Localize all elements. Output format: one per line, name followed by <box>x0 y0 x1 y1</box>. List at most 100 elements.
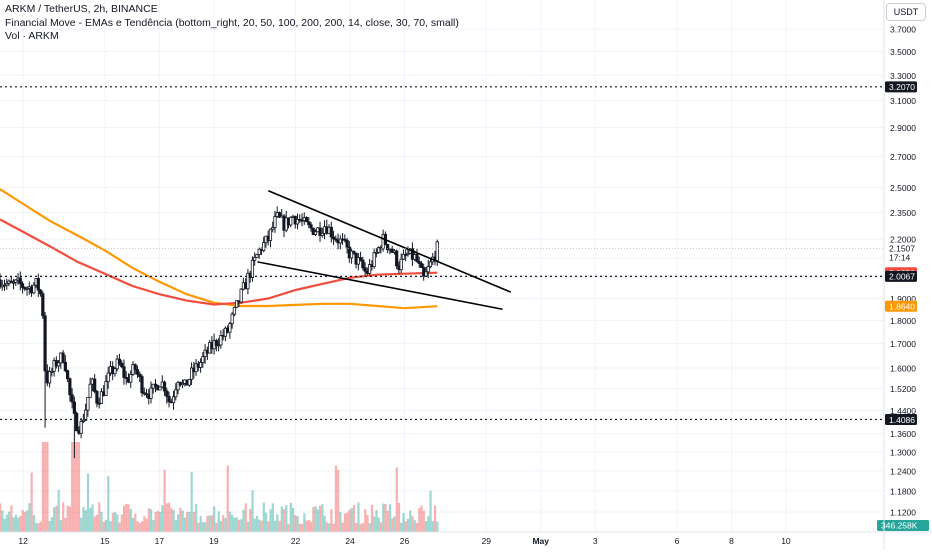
candle[interactable] <box>151 383 155 394</box>
candle[interactable] <box>84 403 88 422</box>
candle[interactable] <box>198 358 203 373</box>
candle[interactable] <box>79 417 83 439</box>
candle[interactable] <box>9 276 13 283</box>
candle[interactable] <box>88 377 92 398</box>
ema-line[interactable] <box>0 188 438 310</box>
candle[interactable] <box>253 252 257 266</box>
candle[interactable] <box>201 352 205 368</box>
candle[interactable] <box>93 374 97 394</box>
candle[interactable] <box>262 236 266 253</box>
candle[interactable] <box>113 367 117 377</box>
candle[interactable] <box>75 411 79 432</box>
candle[interactable] <box>232 306 236 317</box>
candle[interactable] <box>343 234 347 243</box>
candle[interactable] <box>56 359 61 372</box>
candle[interactable] <box>345 237 349 254</box>
candle[interactable] <box>331 230 336 245</box>
candle[interactable] <box>95 389 99 408</box>
symbol-title[interactable]: ARKM / TetherUS, 2h, BINANCE <box>5 3 158 15</box>
candle[interactable] <box>311 227 315 236</box>
candle[interactable] <box>419 261 424 268</box>
currency-button[interactable]: USDT <box>886 3 926 21</box>
candle[interactable] <box>120 360 124 369</box>
candle[interactable] <box>349 247 354 264</box>
candle[interactable] <box>318 221 322 242</box>
candle[interactable] <box>374 248 378 258</box>
candle[interactable] <box>72 396 76 459</box>
ema-line[interactable] <box>0 218 438 306</box>
candle[interactable] <box>250 256 255 282</box>
candle[interactable] <box>334 235 338 243</box>
candle[interactable] <box>338 235 342 250</box>
candle[interactable] <box>153 378 158 393</box>
candle[interactable] <box>0 273 2 289</box>
candle[interactable] <box>149 381 153 404</box>
candle[interactable] <box>36 273 40 297</box>
candle[interactable] <box>104 375 108 397</box>
candle[interactable] <box>129 370 133 388</box>
candle[interactable] <box>368 259 372 276</box>
candle[interactable] <box>66 369 70 382</box>
candle[interactable] <box>81 413 85 424</box>
candle[interactable] <box>11 278 16 290</box>
candle[interactable] <box>361 256 365 271</box>
candle[interactable] <box>363 262 367 276</box>
candle[interactable] <box>239 287 243 304</box>
candle[interactable] <box>61 350 65 364</box>
candle[interactable] <box>171 390 176 410</box>
candle[interactable] <box>246 269 250 295</box>
candle[interactable] <box>167 391 171 408</box>
candle[interactable] <box>20 281 25 294</box>
candle[interactable] <box>174 383 178 401</box>
candle[interactable] <box>329 221 333 243</box>
candle[interactable] <box>415 248 419 263</box>
candle[interactable] <box>219 330 223 349</box>
candle[interactable] <box>43 311 47 428</box>
price-axis[interactable]: 3.7000 3.5000 3.3000 3.1000 2.9000 2.7000 2.50… <box>877 0 932 532</box>
candle[interactable] <box>187 378 191 387</box>
candle[interactable] <box>189 362 194 386</box>
candle[interactable] <box>352 250 356 255</box>
candle[interactable] <box>32 282 36 295</box>
candle[interactable] <box>18 271 22 291</box>
candle[interactable] <box>320 227 324 238</box>
candle[interactable] <box>268 228 273 248</box>
candle[interactable] <box>162 380 167 396</box>
candle[interactable] <box>304 216 309 223</box>
candle[interactable] <box>135 365 140 378</box>
candle[interactable] <box>5 278 9 290</box>
candle[interactable] <box>106 366 110 389</box>
candle[interactable] <box>372 248 376 269</box>
candle[interactable] <box>228 322 232 339</box>
candle[interactable] <box>277 211 282 219</box>
candle[interactable] <box>38 288 43 297</box>
candle[interactable] <box>401 249 406 261</box>
candle[interactable] <box>41 291 45 319</box>
trendline[interactable] <box>257 261 503 311</box>
candle[interactable] <box>395 249 399 270</box>
candle[interactable] <box>144 388 149 398</box>
candle[interactable] <box>428 257 433 269</box>
candle[interactable] <box>309 221 313 232</box>
candle[interactable] <box>180 379 185 389</box>
candle[interactable] <box>399 253 403 274</box>
candle[interactable] <box>359 251 363 262</box>
candle[interactable] <box>68 377 72 402</box>
candle[interactable] <box>70 388 74 409</box>
candle[interactable] <box>115 355 119 372</box>
candle[interactable] <box>214 338 218 352</box>
candle[interactable] <box>295 213 300 230</box>
trendline[interactable] <box>268 190 512 293</box>
candle[interactable] <box>257 247 261 259</box>
candle[interactable] <box>307 217 311 228</box>
candle[interactable] <box>426 259 430 279</box>
candle[interactable] <box>86 396 90 417</box>
candle[interactable] <box>117 353 122 366</box>
candle[interactable] <box>230 311 234 329</box>
candle[interactable] <box>158 386 162 391</box>
candle[interactable] <box>2 279 7 291</box>
candle[interactable] <box>142 387 146 396</box>
